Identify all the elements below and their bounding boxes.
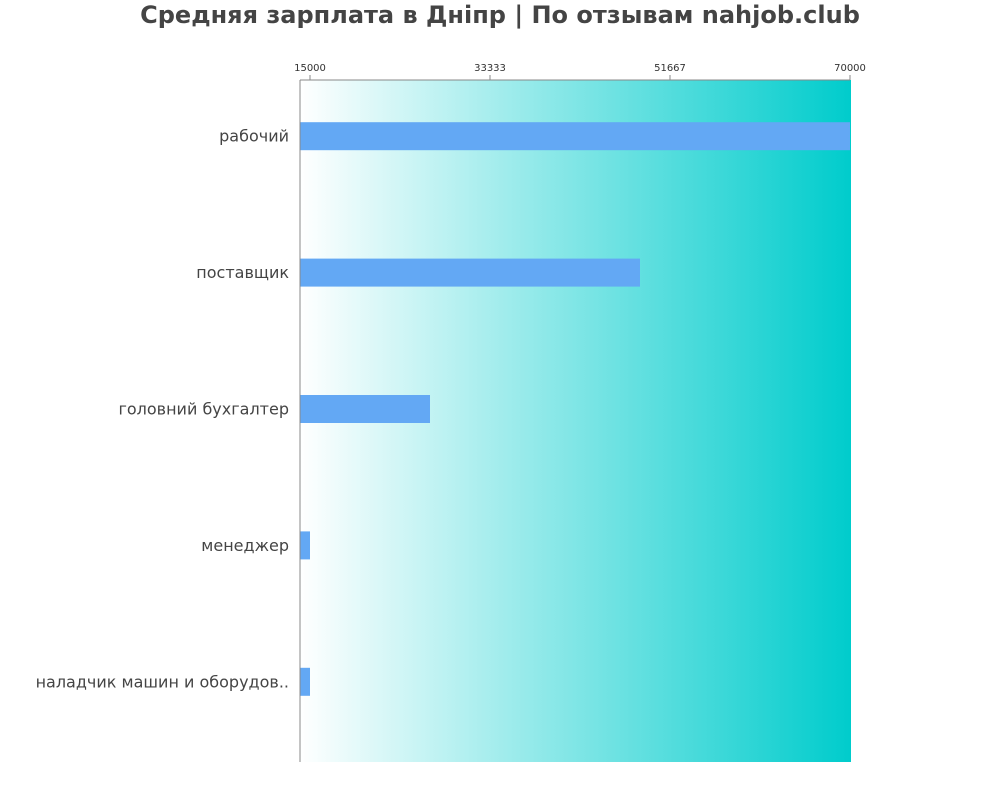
x-tick-label: 51667 <box>654 63 686 74</box>
bars <box>300 122 850 696</box>
category-label: головний бухгалтер <box>118 400 289 419</box>
bar <box>300 531 310 560</box>
x-axis-ticks: 15000 33333 51667 70000 <box>294 63 866 80</box>
category-label: менеджер <box>201 536 289 555</box>
bar <box>300 258 640 287</box>
x-tick-label: 70000 <box>834 63 866 74</box>
chart-title: Средняя зарплата в Дніпр | По отзывам na… <box>140 1 860 29</box>
category-label: рабочий <box>219 127 289 146</box>
x-tick-label: 15000 <box>294 63 326 74</box>
category-label: поставщик <box>196 263 289 282</box>
bar <box>300 395 430 423</box>
bar <box>300 667 310 696</box>
category-label: наладчик машин и оборудов.. <box>36 672 289 691</box>
bar <box>300 122 850 151</box>
x-tick-label: 33333 <box>474 63 506 74</box>
category-labels: рабочий поставщик головний бухгалтер менедж… <box>36 127 290 692</box>
